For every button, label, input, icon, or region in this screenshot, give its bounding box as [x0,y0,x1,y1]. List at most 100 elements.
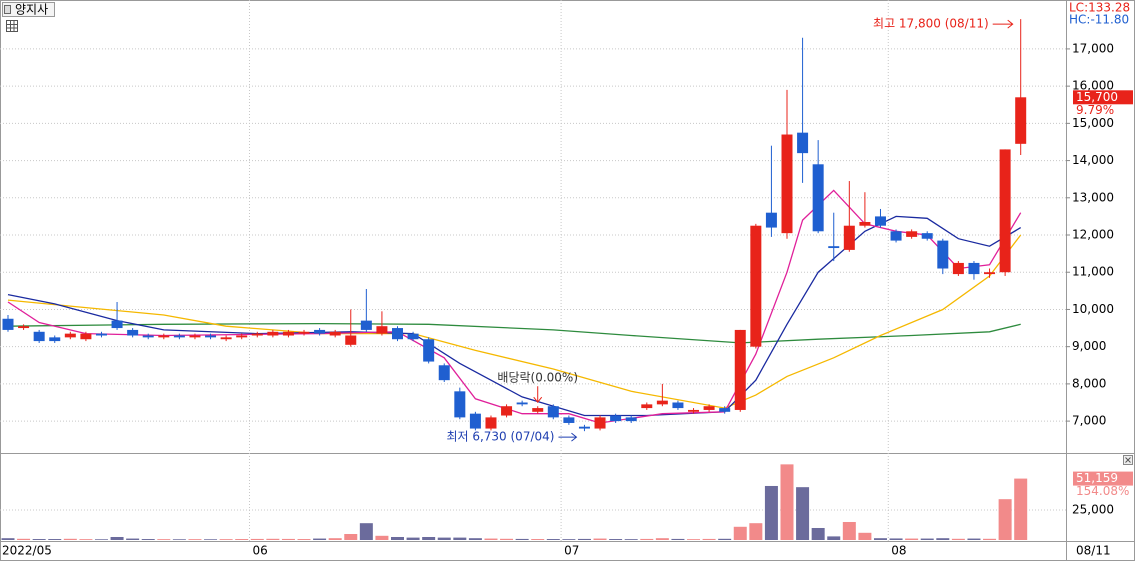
candle-body [516,402,528,405]
candle-body [641,404,653,409]
volume-bar [967,538,981,540]
volume-bar [94,539,108,540]
candle-body [890,231,902,241]
volume-bar [110,536,124,540]
last-price-label: 15,700 [1076,90,1118,104]
candle-body [501,406,513,416]
volume-bar [780,464,794,540]
volume-bar [998,499,1012,540]
candle-body [189,335,201,338]
candle-body [828,246,840,249]
volume-bar [250,538,264,540]
volume-bar [842,521,856,540]
candle-body [984,272,996,275]
volume-bar [313,538,327,540]
volume-bar [484,538,498,540]
volume-bar [32,539,46,540]
volume-bar [157,539,171,540]
x-tick-label: 07 [564,544,579,558]
candle-body [407,333,419,340]
candle-body [469,413,481,429]
candle-body [765,212,777,228]
candle-body [298,331,310,334]
candle-body [578,426,590,429]
volume-bar [796,487,810,540]
candle-body [205,335,217,338]
last-change-label: 9.79% [1076,103,1114,117]
candle-body [158,335,170,338]
volume-bar [375,535,389,540]
candle-body [874,216,886,226]
candle-body [999,149,1011,273]
volume-bar [204,539,218,540]
candle-body [64,333,76,338]
candle-body [563,417,575,423]
stock-name: 양지사 [15,3,48,17]
candle-body [329,331,341,336]
volume-bar [733,526,747,540]
candle-body [80,333,92,340]
volume-bar [328,538,342,540]
volume-bar [873,538,887,540]
candle-body [236,335,248,338]
volume-bar [655,538,669,540]
y-tick-label: 7,000 [1072,414,1106,428]
y-tick-label: 8,000 [1072,376,1106,390]
candle-body [921,233,933,239]
candle-body [485,417,497,429]
candle-body [843,225,855,250]
dividend-arrow [533,386,543,404]
candle-body [781,134,793,234]
volume-bar [406,537,420,540]
candle-body [251,333,263,336]
last-price-box [1073,90,1133,105]
y-tick-label: 13,000 [1072,190,1114,204]
candle-body [968,262,980,275]
volume-bar [437,537,451,540]
volume-bar [593,538,607,540]
candle-body [656,400,668,405]
volume-bar [827,536,841,540]
candle-body [314,329,326,334]
volume-bar [1014,478,1028,540]
table-button[interactable] [6,20,18,32]
candle-body [594,417,606,429]
volume-bar [79,539,93,540]
candle-body [392,328,403,340]
y-tick-label: 14,000 [1072,153,1114,167]
y-tick-label: 15,000 [1072,116,1114,130]
volume-bar [1,538,15,540]
volume-bar [63,538,77,540]
volume-bar [718,538,732,540]
volume-bar [266,538,280,540]
candle-body [127,329,139,336]
volume-bar [422,536,436,540]
volume-bar [297,539,311,540]
volume-bar [281,538,295,540]
volume-bar [577,538,591,540]
candle-body [625,417,637,422]
candle-body [688,409,700,412]
candle-body [937,240,949,269]
volume-bar [609,539,623,540]
volume-bar [48,539,62,540]
volume-bar [858,532,872,540]
volume-bar [811,527,825,540]
volume-bar [453,537,467,540]
lc-value: LC:133.28 [1069,1,1130,15]
candle-body [797,132,809,154]
volume-bar [764,485,778,540]
volume-bar [500,538,514,540]
x-tick-label: 08 [891,544,906,558]
candle-body [859,221,871,226]
table-icon [7,21,17,31]
candle-body [812,164,824,232]
hc-value: HC:-11.80 [1069,13,1129,27]
candle-body [547,406,559,418]
stock-tab[interactable] [2,2,55,17]
volume-bar [531,539,545,540]
y-tick-label: 17,000 [1072,41,1114,55]
volume-bar [126,538,140,540]
candle-body [532,408,544,412]
